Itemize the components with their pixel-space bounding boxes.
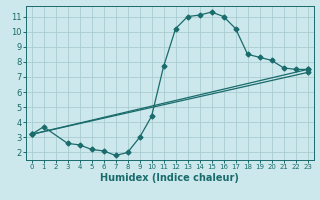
X-axis label: Humidex (Indice chaleur): Humidex (Indice chaleur) xyxy=(100,173,239,183)
